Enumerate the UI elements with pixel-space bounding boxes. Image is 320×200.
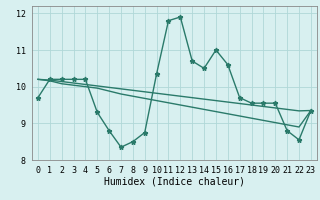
X-axis label: Humidex (Indice chaleur): Humidex (Indice chaleur) bbox=[104, 177, 245, 187]
